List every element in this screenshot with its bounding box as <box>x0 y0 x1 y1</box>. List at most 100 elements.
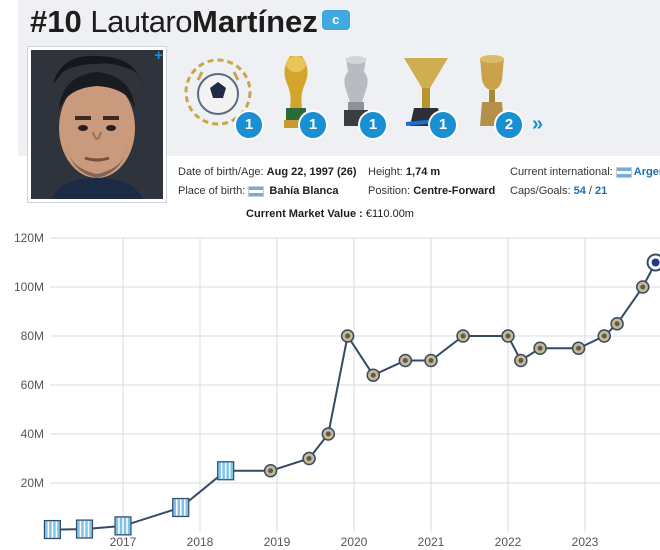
argentina-flag-icon <box>615 166 632 178</box>
data-point-2[interactable] <box>114 516 132 536</box>
add-plus-icon[interactable]: + <box>154 47 163 64</box>
data-point-12[interactable] <box>456 329 470 343</box>
caps-row: Caps/Goals: 54 / 21 <box>510 182 660 201</box>
inter-crest-center <box>640 284 646 290</box>
data-point-15[interactable] <box>533 341 547 355</box>
trophy-count-badge: 1 <box>298 110 328 140</box>
y-tick-label: 80M <box>21 329 44 343</box>
info-column-1: Date of birth/Age: Aug 22, 1997 (26) Pla… <box>178 163 357 201</box>
market-value-amount: €110.00m <box>365 208 414 220</box>
data-point-18[interactable] <box>610 317 624 331</box>
data-point-11[interactable] <box>424 353 438 368</box>
inter-crest-center <box>460 333 466 339</box>
inter-crest-center <box>402 358 408 363</box>
chart-grid <box>50 237 660 532</box>
first-name: Lautaro <box>90 4 192 39</box>
inter-crest-center <box>614 321 620 327</box>
y-tick-label: 20M <box>21 476 44 490</box>
position-row: Position: Centre-Forward <box>368 182 495 201</box>
market-value-points <box>43 253 660 540</box>
data-point-1[interactable] <box>75 519 94 539</box>
laurel-ball-icon[interactable]: 1 <box>180 50 264 140</box>
market-value-label: Current Market Value : <box>246 208 363 220</box>
x-axis-ticks: 2017 2018 2019 2020 2021 2022 2023 <box>110 535 599 549</box>
inter-crest-center <box>576 345 582 351</box>
data-point-4[interactable] <box>217 461 235 481</box>
y-tick-label: 60M <box>21 378 44 392</box>
info-column-2: Height: 1,74 m Position: Centre-Forward <box>368 163 495 201</box>
x-tick-label: 2020 <box>341 535 368 549</box>
data-point-5[interactable] <box>263 464 278 478</box>
height-row: Height: 1,74 m <box>368 163 495 182</box>
caps-separator: / <box>588 185 592 197</box>
intl-label: Current international: <box>510 166 613 178</box>
data-point-0[interactable] <box>43 519 62 540</box>
trophy-count-badge: 1 <box>358 110 388 140</box>
goals-value-link[interactable]: 21 <box>595 185 608 197</box>
inter-crest-center <box>651 258 660 267</box>
inter-crest-center <box>325 431 331 437</box>
intl-row: Current international: Argen <box>510 163 660 182</box>
x-tick-label: 2021 <box>418 535 445 549</box>
data-point-13[interactable] <box>501 329 515 343</box>
data-point-14[interactable] <box>514 353 528 368</box>
inter-crest-center <box>537 345 543 351</box>
data-point-7[interactable] <box>321 427 336 441</box>
inter-crest-center <box>601 333 607 339</box>
x-tick-label: 2018 <box>187 535 214 549</box>
inter-crest-center <box>518 358 524 363</box>
info-column-3: Current international: Argen Caps/Goals:… <box>510 163 660 201</box>
height-label: Height: <box>368 166 403 178</box>
dob-label: Date of birth/Age: <box>178 166 264 178</box>
trophy-count-badge: 1 <box>428 110 458 140</box>
inter-crest-center <box>306 456 312 461</box>
dob-value: Aug 22, 1997 (26) <box>266 166 357 178</box>
data-point-6[interactable] <box>302 451 316 466</box>
player-photo <box>31 50 163 199</box>
position-value: Centre-Forward <box>413 185 496 197</box>
inter-crest-center <box>345 333 351 339</box>
player-face-illustration <box>31 50 163 199</box>
double-chevron-right-icon[interactable]: » <box>532 113 544 135</box>
pob-row: Place of birth: Bahía Blanca <box>178 182 357 201</box>
trophy-count-badge: 1 <box>234 110 264 140</box>
y-tick-label: 40M <box>21 427 44 441</box>
current-market-value: Current Market Value : €110.00m <box>0 208 660 220</box>
y-tick-label: 100M <box>14 280 44 294</box>
intl-value-link[interactable]: Argen <box>633 166 660 178</box>
inter-crest-center <box>428 358 434 363</box>
market-value-chart: 20M 40M 60M 80M 100M 120M 2017 2018 2019 2020 202… <box>14 231 660 549</box>
trophy-cabinet: 1 1 1 1 <box>180 50 560 145</box>
trophy-count-badge: 2 <box>494 110 524 140</box>
cup-trophy-icon[interactable]: 2 <box>472 50 536 140</box>
data-point-3[interactable] <box>172 497 190 518</box>
player-photo-frame[interactable]: + <box>27 46 167 203</box>
world-cup-trophy-icon[interactable]: 1 <box>276 50 340 140</box>
inter-crest-center <box>505 333 511 339</box>
league-trophy-icon[interactable]: 1 <box>400 50 464 140</box>
data-point-20[interactable] <box>646 253 660 272</box>
y-axis-ticks: 20M 40M 60M 80M 100M 120M <box>14 231 44 490</box>
x-tick-label: 2023 <box>572 535 599 549</box>
inter-crest-center <box>370 372 376 378</box>
position-label: Position: <box>368 185 411 197</box>
data-point-17[interactable] <box>597 329 611 343</box>
caps-label: Caps/Goals: <box>510 185 571 197</box>
pob-value: Bahía Blanca <box>269 185 339 197</box>
data-point-10[interactable] <box>398 353 413 368</box>
player-name-heading: #10 LautaroMartínez c <box>30 2 350 42</box>
x-tick-label: 2017 <box>110 535 137 549</box>
y-tick-label: 120M <box>14 231 44 245</box>
copa-america-trophy-icon[interactable]: 1 <box>336 50 400 140</box>
argentina-flag-icon <box>248 185 265 197</box>
data-point-16[interactable] <box>571 341 586 355</box>
data-point-8[interactable] <box>340 329 355 343</box>
last-name: Martínez <box>192 4 318 39</box>
pob-label: Place of birth: <box>178 185 246 197</box>
shirt-number: #10 <box>30 4 82 39</box>
inter-crest-center <box>268 468 274 474</box>
data-point-19[interactable] <box>636 280 650 294</box>
data-point-9[interactable] <box>366 368 380 382</box>
caps-value-link[interactable]: 54 <box>573 185 586 197</box>
height-value: 1,74 m <box>405 166 441 178</box>
